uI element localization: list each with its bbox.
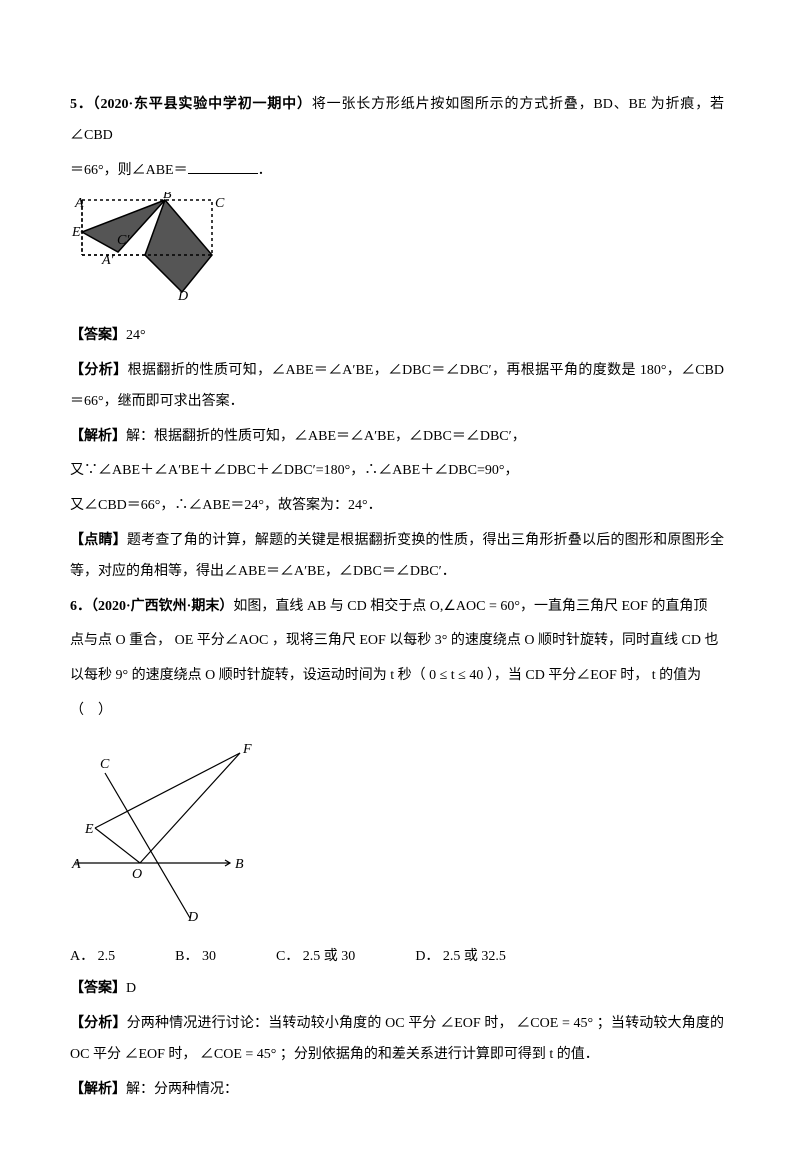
q6-source: （2020·广西钦州·期末） [91,599,233,614]
fig1-label-Ap: A′ [101,253,115,268]
fig2-label-C: C [100,757,110,772]
q5-dq: 【点睛】题考查了角的计算，解题的关键是根据翻折变换的性质，得出三角形折叠以后的图… [70,526,724,588]
q5-answer: 【答案】24° [70,321,724,352]
q5-period: ． [258,163,272,178]
fig1-label-Cp: C′ [117,233,130,248]
fig1-label-A: A [74,196,84,211]
q6-stem-line1: 6．（2020·广西钦州·期末）如图，直线 AB 与 CD 相交于点 O,∠AO… [70,592,724,623]
fig2-label-E: E [84,822,94,837]
fig1-label-B: B [163,192,172,202]
q5-blank [188,159,258,174]
q6-jx: 【解析】解：分两种情况： [70,1075,724,1106]
q6-option-D[interactable]: D． 2.5 或 32.5 [415,942,506,973]
q6-options: A． 2.5 B． 30 C． 2.5 或 30 D． 2.5 或 32.5 [70,942,724,973]
fig1-label-E: E [71,225,81,240]
q6-option-A[interactable]: A． 2.5 [70,942,115,973]
q5-source: （2020·东平县实验中学初一期中） [93,97,312,112]
q5-jx-3: 又∠CBD＝66°，∴∠ABE＝24°，故答案为：24°． [70,491,724,522]
q6-stem-line4: （ ） [70,696,724,727]
q6-stem-line3: 以每秒 9° 的速度绕点 O 顺时针旋转，设运动时间为 t 秒（ 0 ≤ t ≤… [70,661,724,692]
fig1-label-D: D [177,289,188,302]
q6-answer: 【答案】D [70,974,724,1005]
q6-number: 6． [70,599,91,614]
q5-text2: ＝66°，则∠ABE＝ [70,163,188,178]
q5-stem-line1: 5．（2020·东平县实验中学初一期中）将一张长方形纸片按如图所示的方式折叠，B… [70,90,724,152]
fig2-label-F: F [242,742,252,757]
q6-stem-line2: 点与点 O 重合， OE 平分∠AOC ，现将三角尺 EOF 以每秒 3° 的速… [70,626,724,657]
q5-stem-line2: ＝66°，则∠ABE＝ ． [70,156,724,187]
q5-jx-1: 【解析】解：根据翻折的性质可知，∠ABE＝∠A′BE，∠DBC＝∠DBC′， [70,422,724,453]
fig2-label-B: B [235,857,244,872]
q6-option-C[interactable]: C． 2.5 或 30 [276,942,355,973]
fig2-label-O: O [132,867,142,882]
q5-number: 5． [70,97,93,112]
q6-fenxi: 【分析】分两种情况进行讨论：当转动较小角度的 OC 平分 ∠EOF 时， ∠CO… [70,1009,724,1071]
q5-fenxi: 【分析】根据翻折的性质可知，∠ABE＝∠A′BE，∠DBC＝∠DBC′，再根据平… [70,356,724,418]
q5-jx-2: 又∵∠ABE＋∠A′BE＋∠DBC＋∠DBC′=180°，∴∠ABE＋∠DBC=… [70,456,724,487]
q6-figure: A B C D E F O [70,733,724,936]
fig2-label-D: D [187,910,198,923]
fig2-label-A: A [71,857,81,872]
fig1-label-C: C [215,196,225,211]
q5-figure: A B C E A′ C′ D [70,192,724,315]
q6-option-B[interactable]: B． 30 [175,942,216,973]
